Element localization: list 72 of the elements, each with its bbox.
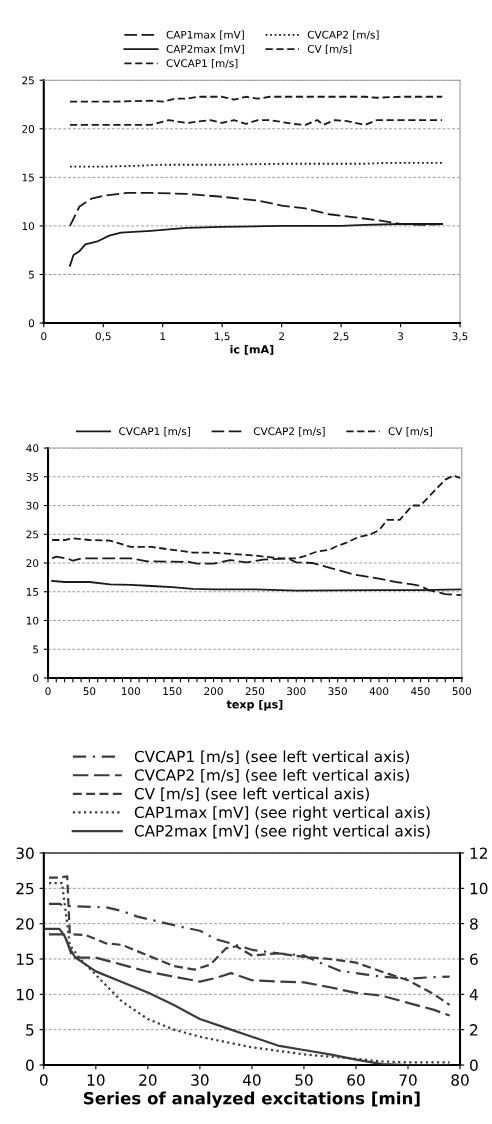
x-tick-label: 50	[295, 1074, 313, 1086]
x-tick-label: 250	[245, 687, 265, 696]
x-tick-label: 200	[204, 687, 223, 696]
y2-tick-label: 4	[469, 988, 478, 1001]
x-axis-title: ic [mA]	[230, 344, 274, 355]
y-tick-label: 20	[26, 559, 39, 568]
x-tick-label: 2	[279, 332, 284, 340]
y-tick-label: 35	[26, 473, 39, 481]
y-tick-label: 5	[33, 645, 39, 654]
legend-label: CVCAP1 [m/s]	[166, 59, 238, 69]
y2-tick-label: 8	[470, 918, 478, 930]
x-tick-label: 1	[160, 332, 166, 340]
legend-label: CV [m/s]	[307, 44, 352, 55]
x-tick-label: 100	[121, 687, 141, 696]
y2-tick-label: 0	[470, 1059, 478, 1072]
y-tick-label: 0	[26, 1059, 34, 1072]
x-tick-label: 3,5	[452, 332, 468, 342]
y-tick-label: 40	[26, 444, 39, 453]
x-tick-label: 3	[398, 332, 404, 341]
y-tick-label: 10	[17, 988, 34, 1001]
legend-label: CV [m/s]	[388, 427, 433, 437]
legend-label: CV [m/s] (see left vertical axis)	[134, 787, 369, 802]
y-tick-label: 15	[17, 953, 34, 966]
y-tick-label: 5	[26, 1024, 34, 1036]
legend-label: CVCAP1 [m/s] (see left vertical axis)	[134, 750, 409, 765]
x-tick-label: 30	[191, 1074, 209, 1086]
legend-label: CVCAP1 [m/s]	[119, 427, 190, 437]
x-tick-label: 300	[287, 687, 306, 696]
x-tick-label: 400	[369, 687, 389, 696]
y-tick-label: 0	[33, 674, 39, 683]
y-tick-label: 0	[28, 319, 35, 328]
legend-label: CAP2max [mV] (see right vertical axis)	[134, 824, 430, 840]
x-axis-title: texp [µs]	[226, 699, 283, 711]
y-tick-label: 30	[16, 847, 34, 860]
y2-tick-label: 2	[470, 1024, 478, 1036]
y2-tick-label: 10	[470, 882, 488, 895]
x-tick-label: 450	[410, 687, 430, 696]
y-tick-label: 25	[26, 530, 39, 539]
y-tick-label: 25	[16, 882, 34, 895]
legend-label: CAP1max [mV]	[166, 30, 244, 40]
x-tick-label: 70	[399, 1074, 417, 1086]
legend-label: CAP2max [mV]	[166, 44, 244, 55]
x-tick-label: 1,5	[215, 332, 230, 342]
y-tick-label: 5	[28, 270, 34, 279]
legend-label: CVCAP2 [m/s]	[307, 30, 379, 40]
x-tick-label: 350	[328, 687, 347, 696]
y-tick-label: 20	[22, 125, 35, 133]
y-tick-label: 10	[22, 222, 35, 231]
y-tick-label: 25	[22, 76, 34, 85]
x-tick-label: 150	[163, 687, 182, 696]
x-axis-title: Series of analyzed excitations [min]	[84, 1091, 420, 1108]
x-tick-label: 500	[452, 687, 472, 696]
x-tick-label: 0	[45, 687, 51, 696]
x-tick-label: 2,5	[333, 332, 349, 342]
legend-label: CVCAP2 [m/s]	[253, 427, 325, 437]
x-tick-label: 50	[83, 687, 96, 696]
y-tick-label: 30	[26, 501, 39, 510]
legend-label: CAP1max [mV] (see right vertical axis)	[134, 806, 430, 821]
x-tick-label: 60	[347, 1074, 365, 1086]
x-tick-label: 20	[139, 1074, 157, 1086]
y-tick-label: 15	[26, 588, 39, 596]
x-tick-label: 40	[242, 1074, 261, 1086]
x-tick-label: 10	[87, 1074, 105, 1086]
y-tick-label: 15	[22, 173, 34, 182]
legend-label: CVCAP2 [m/s] (see left vertical axis)	[134, 768, 409, 783]
x-tick-label: 0,5	[95, 332, 111, 342]
y2-tick-label: 12	[470, 847, 487, 859]
y-tick-label: 10	[26, 616, 39, 625]
y-tick-label: 20	[16, 918, 34, 930]
x-tick-label: 80	[451, 1074, 469, 1086]
x-tick-label: 0	[41, 332, 47, 341]
y2-tick-label: 6	[470, 953, 478, 966]
